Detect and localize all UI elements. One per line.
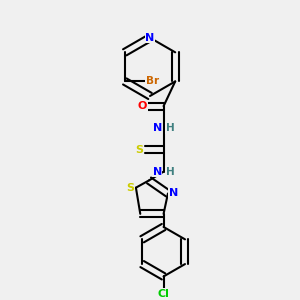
Text: N: N (152, 167, 162, 177)
Text: H: H (166, 123, 174, 133)
Text: Br: Br (146, 76, 159, 86)
Text: N: N (169, 188, 178, 199)
Text: S: S (127, 183, 135, 193)
Text: N: N (146, 33, 154, 43)
Text: Cl: Cl (158, 289, 169, 299)
Text: S: S (135, 145, 143, 155)
Text: H: H (166, 167, 174, 177)
Text: N: N (152, 123, 162, 133)
Text: O: O (138, 101, 147, 111)
